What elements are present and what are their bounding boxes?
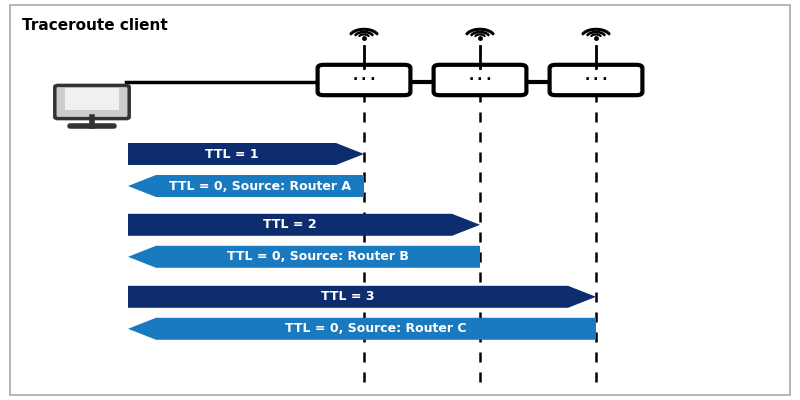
Polygon shape [128, 286, 596, 308]
FancyBboxPatch shape [54, 86, 130, 119]
Text: Traceroute client: Traceroute client [22, 18, 168, 33]
Bar [65, 88, 119, 110]
FancyBboxPatch shape [434, 65, 526, 95]
FancyBboxPatch shape [318, 65, 410, 95]
Polygon shape [128, 246, 480, 268]
Polygon shape [128, 214, 480, 236]
Text: TTL = 0, Source: Router B: TTL = 0, Source: Router B [227, 250, 409, 263]
Text: TTL = 3: TTL = 3 [322, 290, 374, 303]
Text: TTL = 1: TTL = 1 [205, 148, 259, 160]
Polygon shape [128, 175, 364, 197]
Polygon shape [128, 318, 596, 340]
Polygon shape [128, 143, 364, 165]
Text: TTL = 0, Source: Router C: TTL = 0, Source: Router C [286, 322, 466, 335]
Text: TTL = 0, Source: Router A: TTL = 0, Source: Router A [169, 180, 351, 192]
Text: ···: ··· [466, 72, 494, 87]
Text: TTL = 2: TTL = 2 [263, 218, 317, 231]
Text: ···: ··· [582, 72, 610, 87]
Text: ···: ··· [350, 72, 378, 87]
FancyBboxPatch shape [550, 65, 642, 95]
